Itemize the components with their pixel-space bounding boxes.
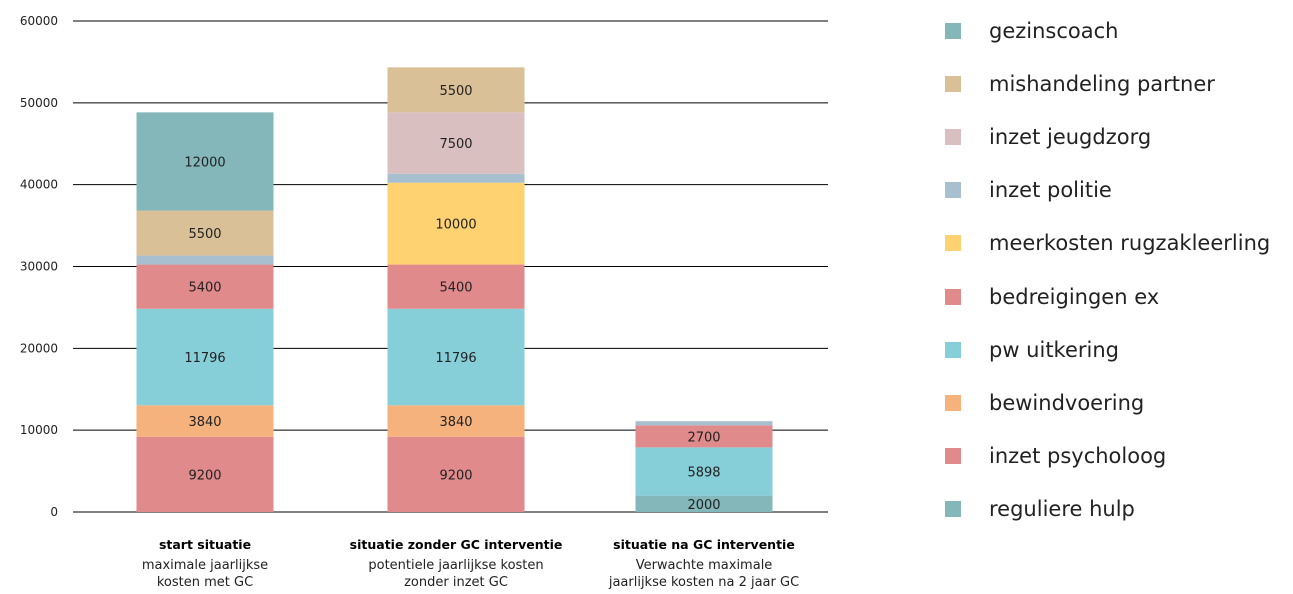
legend-label: inzet psycholoog <box>989 444 1167 469</box>
bar-segment <box>136 308 274 406</box>
legend-swatch <box>945 75 961 92</box>
legend-item: mishandeling partner <box>945 57 1290 110</box>
bar-segment <box>635 421 773 426</box>
y-tick-label: 50000 <box>20 96 58 110</box>
y-tick-label: 10000 <box>20 423 58 437</box>
data-label: 5400 <box>439 281 472 296</box>
bar-segment <box>387 173 525 183</box>
legend-swatch <box>945 341 961 358</box>
legend-label: reguliere hulp <box>989 497 1135 522</box>
legend-item: inzet jeugdzorg <box>945 110 1290 163</box>
legend-label: mishandeling partner <box>989 71 1215 96</box>
bar-segment <box>136 255 274 265</box>
bar-segment <box>387 182 525 265</box>
bar-segment <box>635 447 773 496</box>
stacked-bar-chart: 0 10000 20000 30000 40000 50000 60000 9200 3840 1… <box>20 14 828 590</box>
x-category-title: situatie zonder GC interventie <box>350 537 563 552</box>
legend-label: bewindvoering <box>989 390 1145 415</box>
legend-swatch <box>945 22 961 39</box>
legend-item: bewindvoering <box>945 376 1290 429</box>
data-label: 11796 <box>184 351 225 366</box>
bar-segment <box>136 210 274 256</box>
legend-swatch <box>945 501 961 518</box>
legend-item: meerkosten rugzakleerling <box>945 217 1290 270</box>
legend-label: meerkosten rugzakleerling <box>989 231 1271 256</box>
bar-segment <box>136 436 274 512</box>
data-label: 3840 <box>439 415 472 430</box>
bar-segment <box>635 495 773 512</box>
legend-label: pw uitkering <box>989 337 1119 362</box>
bar-segment <box>387 308 525 406</box>
bar-segment <box>387 264 525 309</box>
chart-legend: gezinscoach mishandeling partner inzet jeu… <box>945 4 1290 536</box>
bar-segment <box>635 425 773 448</box>
legend-label: bedreigingen ex <box>989 284 1160 309</box>
bar-segment <box>387 112 525 174</box>
legend-swatch <box>945 235 961 252</box>
legend-label: inzet jeugdzorg <box>989 124 1152 149</box>
y-tick-label: 20000 <box>20 341 58 355</box>
y-tick-label: 30000 <box>20 260 58 274</box>
x-category-subtitle: jaarlijkse kosten na 2 jaar GC <box>608 575 799 590</box>
data-label: 2700 <box>687 430 720 445</box>
x-category-subtitle: zonder inzet GC <box>404 575 508 590</box>
bar-segment <box>387 436 525 512</box>
legend-swatch <box>945 128 961 145</box>
bar-segment <box>387 67 525 113</box>
data-label: 9200 <box>439 468 472 483</box>
legend-label: inzet politie <box>989 178 1112 203</box>
legend-item: inzet psycholoog <box>945 430 1290 483</box>
legend-item: bedreigingen ex <box>945 270 1290 323</box>
x-category-subtitle: potentiele jaarlijkse kosten <box>368 558 543 573</box>
data-label: 5400 <box>188 281 221 296</box>
x-category-title: start situatie <box>159 537 251 552</box>
y-tick-label: 40000 <box>20 178 58 192</box>
data-label: 5898 <box>687 466 720 481</box>
data-label: 3840 <box>188 415 221 430</box>
x-category-subtitle: maximale jaarlijkse <box>142 558 268 573</box>
legend-swatch <box>945 182 961 199</box>
y-tick-label: 0 <box>50 505 58 519</box>
data-label: 12000 <box>184 155 225 170</box>
legend-swatch <box>945 394 961 411</box>
data-label: 10000 <box>435 218 476 233</box>
legend-item: reguliere hulp <box>945 483 1290 536</box>
x-category-subtitle: kosten met GC <box>157 575 253 590</box>
bar-segment <box>136 405 274 437</box>
legend-item: gezinscoach <box>945 4 1290 57</box>
legend-swatch <box>945 448 961 465</box>
x-category-title: situatie na GC interventie <box>613 537 795 552</box>
legend-item: pw uitkering <box>945 323 1290 376</box>
bar-segment <box>136 112 274 211</box>
data-label: 7500 <box>439 137 472 152</box>
legend-label: gezinscoach <box>989 18 1119 43</box>
x-category-subtitle: Verwachte maximale <box>636 558 773 573</box>
legend-swatch <box>945 288 961 305</box>
data-label: 5500 <box>188 227 221 242</box>
data-label: 5500 <box>439 84 472 99</box>
bar-segment <box>136 264 274 309</box>
bar-segment <box>387 405 525 437</box>
data-label: 11796 <box>435 351 476 366</box>
legend-item: inzet politie <box>945 164 1290 217</box>
data-label: 9200 <box>188 468 221 483</box>
y-tick-label: 60000 <box>20 14 58 28</box>
data-label: 2000 <box>687 498 720 513</box>
